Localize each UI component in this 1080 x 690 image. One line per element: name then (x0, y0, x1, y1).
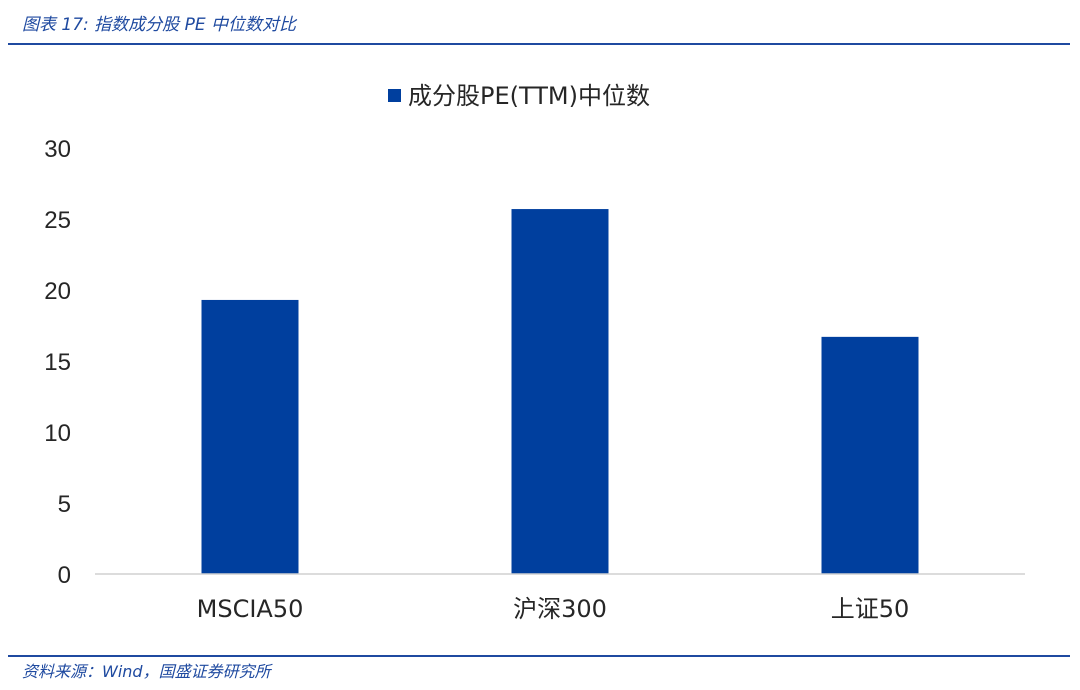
y-tick-label: 30 (44, 136, 71, 163)
y-tick-label: 0 (58, 562, 71, 589)
bar (201, 299, 299, 574)
bars (201, 209, 919, 574)
legend: 成分股PE(TTM)中位数 (388, 82, 650, 110)
figure-source: 资料来源：Wind，国盛证券研究所 (22, 662, 271, 681)
y-tick-label: 20 (44, 278, 71, 305)
legend-label: 成分股PE(TTM)中位数 (408, 82, 650, 110)
y-tick-label: 15 (44, 349, 71, 376)
x-tick-label: 上证50 (831, 595, 910, 623)
figure-caption: 图表 17: 指数成分股 PE 中位数对比 (22, 15, 296, 35)
x-tick-label: MSCIA50 (197, 595, 304, 623)
legend-swatch (388, 89, 401, 102)
x-tick-label: 沪深300 (513, 595, 607, 623)
y-tick-label: 25 (44, 207, 71, 234)
bar (511, 209, 609, 574)
y-axis-ticks: 0 5 10 15 20 25 30 (44, 136, 71, 589)
source-rule (8, 655, 1070, 657)
caption-rule (8, 43, 1070, 45)
y-tick-label: 10 (44, 420, 71, 447)
y-tick-label: 5 (58, 491, 71, 518)
x-axis-labels: MSCIA50 沪深300 上证50 (197, 595, 910, 623)
bar (821, 336, 919, 574)
